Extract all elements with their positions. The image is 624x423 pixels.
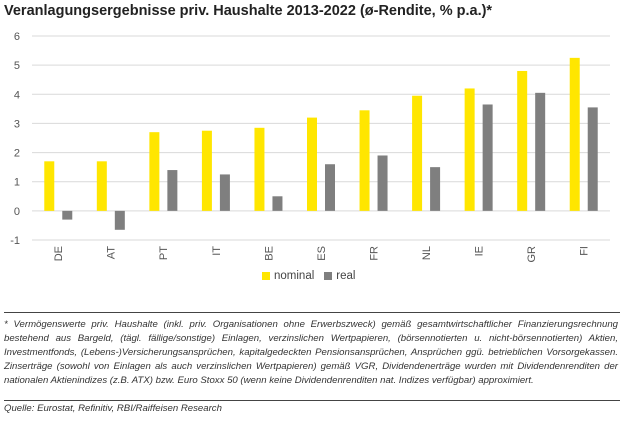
x-tick-label: GR — [526, 246, 538, 263]
legend-swatch-real — [324, 272, 333, 280]
y-tick-label: 4 — [14, 89, 20, 101]
x-tick-label: DE — [53, 246, 65, 261]
legend: nominal real — [262, 270, 365, 282]
bar-real — [325, 164, 335, 211]
bar-nominal — [254, 127, 265, 211]
divider-bottom — [4, 400, 620, 401]
chart-title: Veranlagungsergebnisse priv. Haushalte 2… — [4, 3, 493, 19]
y-tick-label: 5 — [14, 60, 20, 72]
bar-nominal — [44, 161, 55, 211]
bar-real — [482, 104, 493, 211]
x-tick-label: BE — [263, 246, 275, 261]
bar-nominal — [307, 117, 317, 211]
x-tick-label: IT — [211, 246, 223, 256]
y-tick-label: 6 — [14, 31, 20, 43]
bar-real — [430, 167, 441, 211]
x-tick-label: PT — [158, 246, 170, 260]
divider-top — [4, 312, 620, 313]
legend-item-real: real — [324, 270, 355, 282]
legend-label-nominal: nominal — [274, 270, 315, 282]
bar-real — [114, 210, 125, 230]
bar-nominal — [359, 110, 370, 211]
x-tick-label: FI — [579, 246, 591, 256]
bar-real — [62, 210, 73, 220]
source-note: Quelle: Eurostat, Refinitiv, RBI/Raiffei… — [4, 403, 222, 414]
bar-nominal — [517, 70, 528, 211]
bar-nominal — [149, 132, 160, 211]
y-tick-label: 3 — [14, 118, 20, 130]
bar-real — [535, 92, 546, 211]
x-tick-label: FR — [368, 246, 380, 261]
bar-chart: -1 0 1 2 3 4 5 6 DE AT PT IT BE ES FR NL IE GR FI — [10, 31, 610, 263]
legend-swatch-nominal — [262, 272, 270, 280]
legend-label-real: real — [336, 270, 356, 282]
y-tick-label: 0 — [14, 206, 20, 218]
bar-nominal — [412, 95, 423, 211]
x-tick-label: IE — [473, 246, 485, 256]
bar-nominal — [464, 88, 475, 211]
bar-real — [167, 170, 178, 211]
bar-real — [219, 174, 230, 211]
legend-item-nominal: nominal — [262, 270, 314, 282]
footnote: * Vermögenswerte priv. Haushalte (inkl. … — [4, 319, 618, 386]
bar-nominal — [201, 130, 212, 211]
bar-real — [587, 107, 598, 211]
bar-nominal — [569, 57, 580, 211]
y-tick-label: 1 — [14, 177, 20, 189]
x-tick-label: ES — [316, 246, 328, 261]
x-tick-label: NL — [421, 246, 433, 260]
bar-real — [272, 196, 283, 211]
x-tick-label: AT — [106, 246, 118, 260]
bar-real — [377, 155, 388, 211]
bar-nominal — [96, 161, 107, 211]
y-tick-label: -1 — [10, 235, 20, 247]
y-tick-label: 2 — [14, 148, 20, 160]
